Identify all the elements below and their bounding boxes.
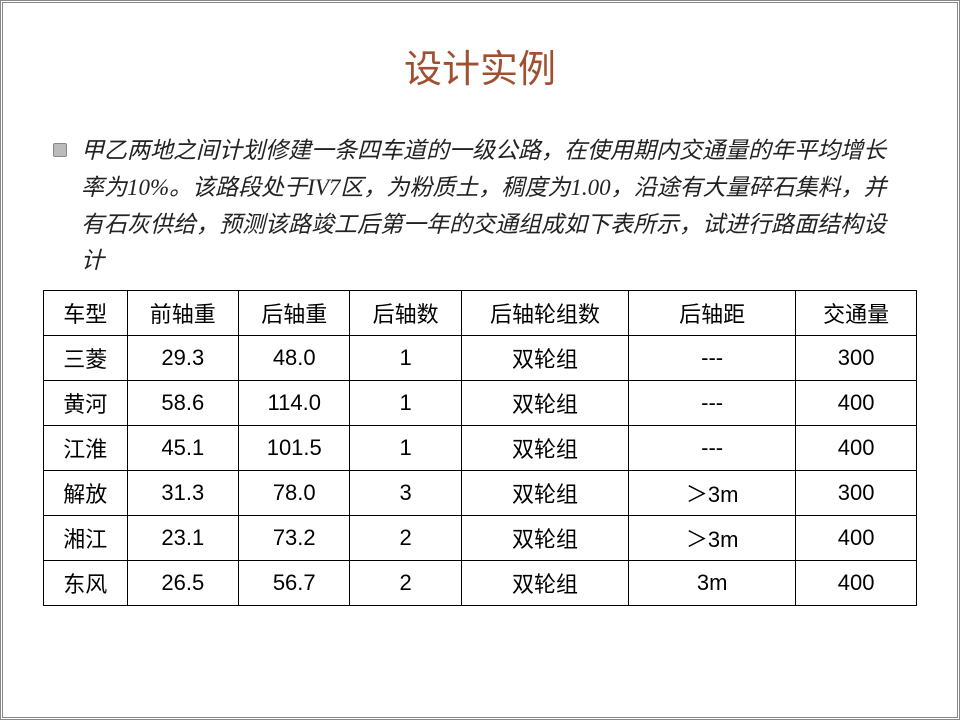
cell: 114.0 (239, 381, 350, 426)
cell: --- (629, 426, 796, 471)
cell: 3 (350, 471, 461, 516)
cell: ＞3m (629, 516, 796, 561)
cell: 48.0 (239, 336, 350, 381)
cell: 2 (350, 561, 461, 606)
col-header: 后轴距 (629, 291, 796, 336)
cell: 300 (796, 336, 917, 381)
cell: ＞3m (629, 471, 796, 516)
cell: 江淮 (44, 426, 128, 471)
slide-frame: 设计实例 甲乙两地之间计划修建一条四车道的一级公路，在使用期内交通量的年平均增长… (0, 0, 960, 720)
table-row: 解放 31.3 78.0 3 双轮组 ＞3m 300 (44, 471, 917, 516)
cell: 双轮组 (461, 336, 628, 381)
cell: 双轮组 (461, 561, 628, 606)
cell: 1 (350, 381, 461, 426)
table-row: 三菱 29.3 48.0 1 双轮组 --- 300 (44, 336, 917, 381)
cell: 2 (350, 516, 461, 561)
cell: 78.0 (239, 471, 350, 516)
slide-title: 设计实例 (43, 38, 917, 93)
table-body: 三菱 29.3 48.0 1 双轮组 --- 300 黄河 58.6 114.0… (44, 336, 917, 606)
cell: 58.6 (127, 381, 238, 426)
col-header: 车型 (44, 291, 128, 336)
cell: 3m (629, 561, 796, 606)
cell: 黄河 (44, 381, 128, 426)
cell: 400 (796, 516, 917, 561)
cell: 26.5 (127, 561, 238, 606)
cell: 45.1 (127, 426, 238, 471)
table-row: 黄河 58.6 114.0 1 双轮组 --- 400 (44, 381, 917, 426)
cell: --- (629, 381, 796, 426)
cell: 1 (350, 426, 461, 471)
table-row: 东风 26.5 56.7 2 双轮组 3m 400 (44, 561, 917, 606)
col-header: 前轴重 (127, 291, 238, 336)
col-header: 后轴重 (239, 291, 350, 336)
cell: 双轮组 (461, 426, 628, 471)
cell: 31.3 (127, 471, 238, 516)
cell: 解放 (44, 471, 128, 516)
cell: 双轮组 (461, 381, 628, 426)
col-header: 交通量 (796, 291, 917, 336)
cell: 400 (796, 381, 917, 426)
cell: 400 (796, 426, 917, 471)
cell: 300 (796, 471, 917, 516)
bullet-icon (53, 143, 67, 157)
col-header: 后轴数 (350, 291, 461, 336)
cell: 双轮组 (461, 471, 628, 516)
cell: 56.7 (239, 561, 350, 606)
cell: 400 (796, 561, 917, 606)
cell: 23.1 (127, 516, 238, 561)
table-row: 江淮 45.1 101.5 1 双轮组 --- 400 (44, 426, 917, 471)
cell: 73.2 (239, 516, 350, 561)
table-header-row: 车型 前轴重 后轴重 后轴数 后轴轮组数 后轴距 交通量 (44, 291, 917, 336)
cell: 双轮组 (461, 516, 628, 561)
cell: 东风 (44, 561, 128, 606)
cell: 101.5 (239, 426, 350, 471)
bullet-paragraph: 甲乙两地之间计划修建一条四车道的一级公路，在使用期内交通量的年平均增长率为10%… (53, 133, 907, 280)
cell: 湘江 (44, 516, 128, 561)
paragraph-text: 甲乙两地之间计划修建一条四车道的一级公路，在使用期内交通量的年平均增长率为10%… (81, 133, 907, 280)
col-header: 后轴轮组数 (461, 291, 628, 336)
cell: 1 (350, 336, 461, 381)
cell: 29.3 (127, 336, 238, 381)
cell: --- (629, 336, 796, 381)
traffic-table: 车型 前轴重 后轴重 后轴数 后轴轮组数 后轴距 交通量 三菱 29.3 48.… (43, 290, 917, 606)
table-row: 湘江 23.1 73.2 2 双轮组 ＞3m 400 (44, 516, 917, 561)
cell: 三菱 (44, 336, 128, 381)
